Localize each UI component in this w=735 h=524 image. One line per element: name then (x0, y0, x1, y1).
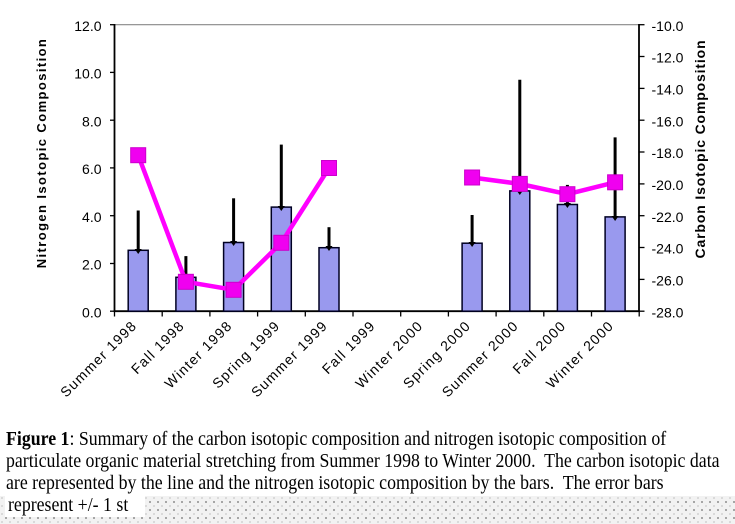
svg-text:8.0: 8.0 (82, 113, 102, 129)
svg-text:Summer 1998: Summer 1998 (57, 317, 140, 400)
svg-text:-26.0: -26.0 (652, 273, 684, 289)
svg-text:Nitrogen Isotopic Composition: Nitrogen Isotopic Composition (34, 38, 49, 269)
svg-text:-10.0: -10.0 (652, 18, 684, 34)
svg-text:2.0: 2.0 (82, 257, 102, 273)
svg-text:-24.0: -24.0 (652, 241, 684, 257)
svg-text:-16.0: -16.0 (652, 113, 684, 129)
svg-text:0.0: 0.0 (82, 304, 102, 320)
svg-text:-18.0: -18.0 (652, 145, 684, 161)
svg-text:6.0: 6.0 (82, 161, 102, 177)
svg-text:-12.0: -12.0 (652, 50, 684, 66)
svg-text:-28.0: -28.0 (652, 304, 684, 320)
svg-text:12.0: 12.0 (74, 18, 101, 34)
svg-text:Carbon Isotopic Composition: Carbon Isotopic Composition (692, 40, 708, 259)
svg-text:-20.0: -20.0 (652, 177, 684, 193)
svg-text:10.0: 10.0 (74, 66, 101, 82)
svg-text:-14.0: -14.0 (652, 82, 684, 98)
svg-text:4.0: 4.0 (82, 209, 102, 225)
svg-text:-22.0: -22.0 (652, 209, 684, 225)
